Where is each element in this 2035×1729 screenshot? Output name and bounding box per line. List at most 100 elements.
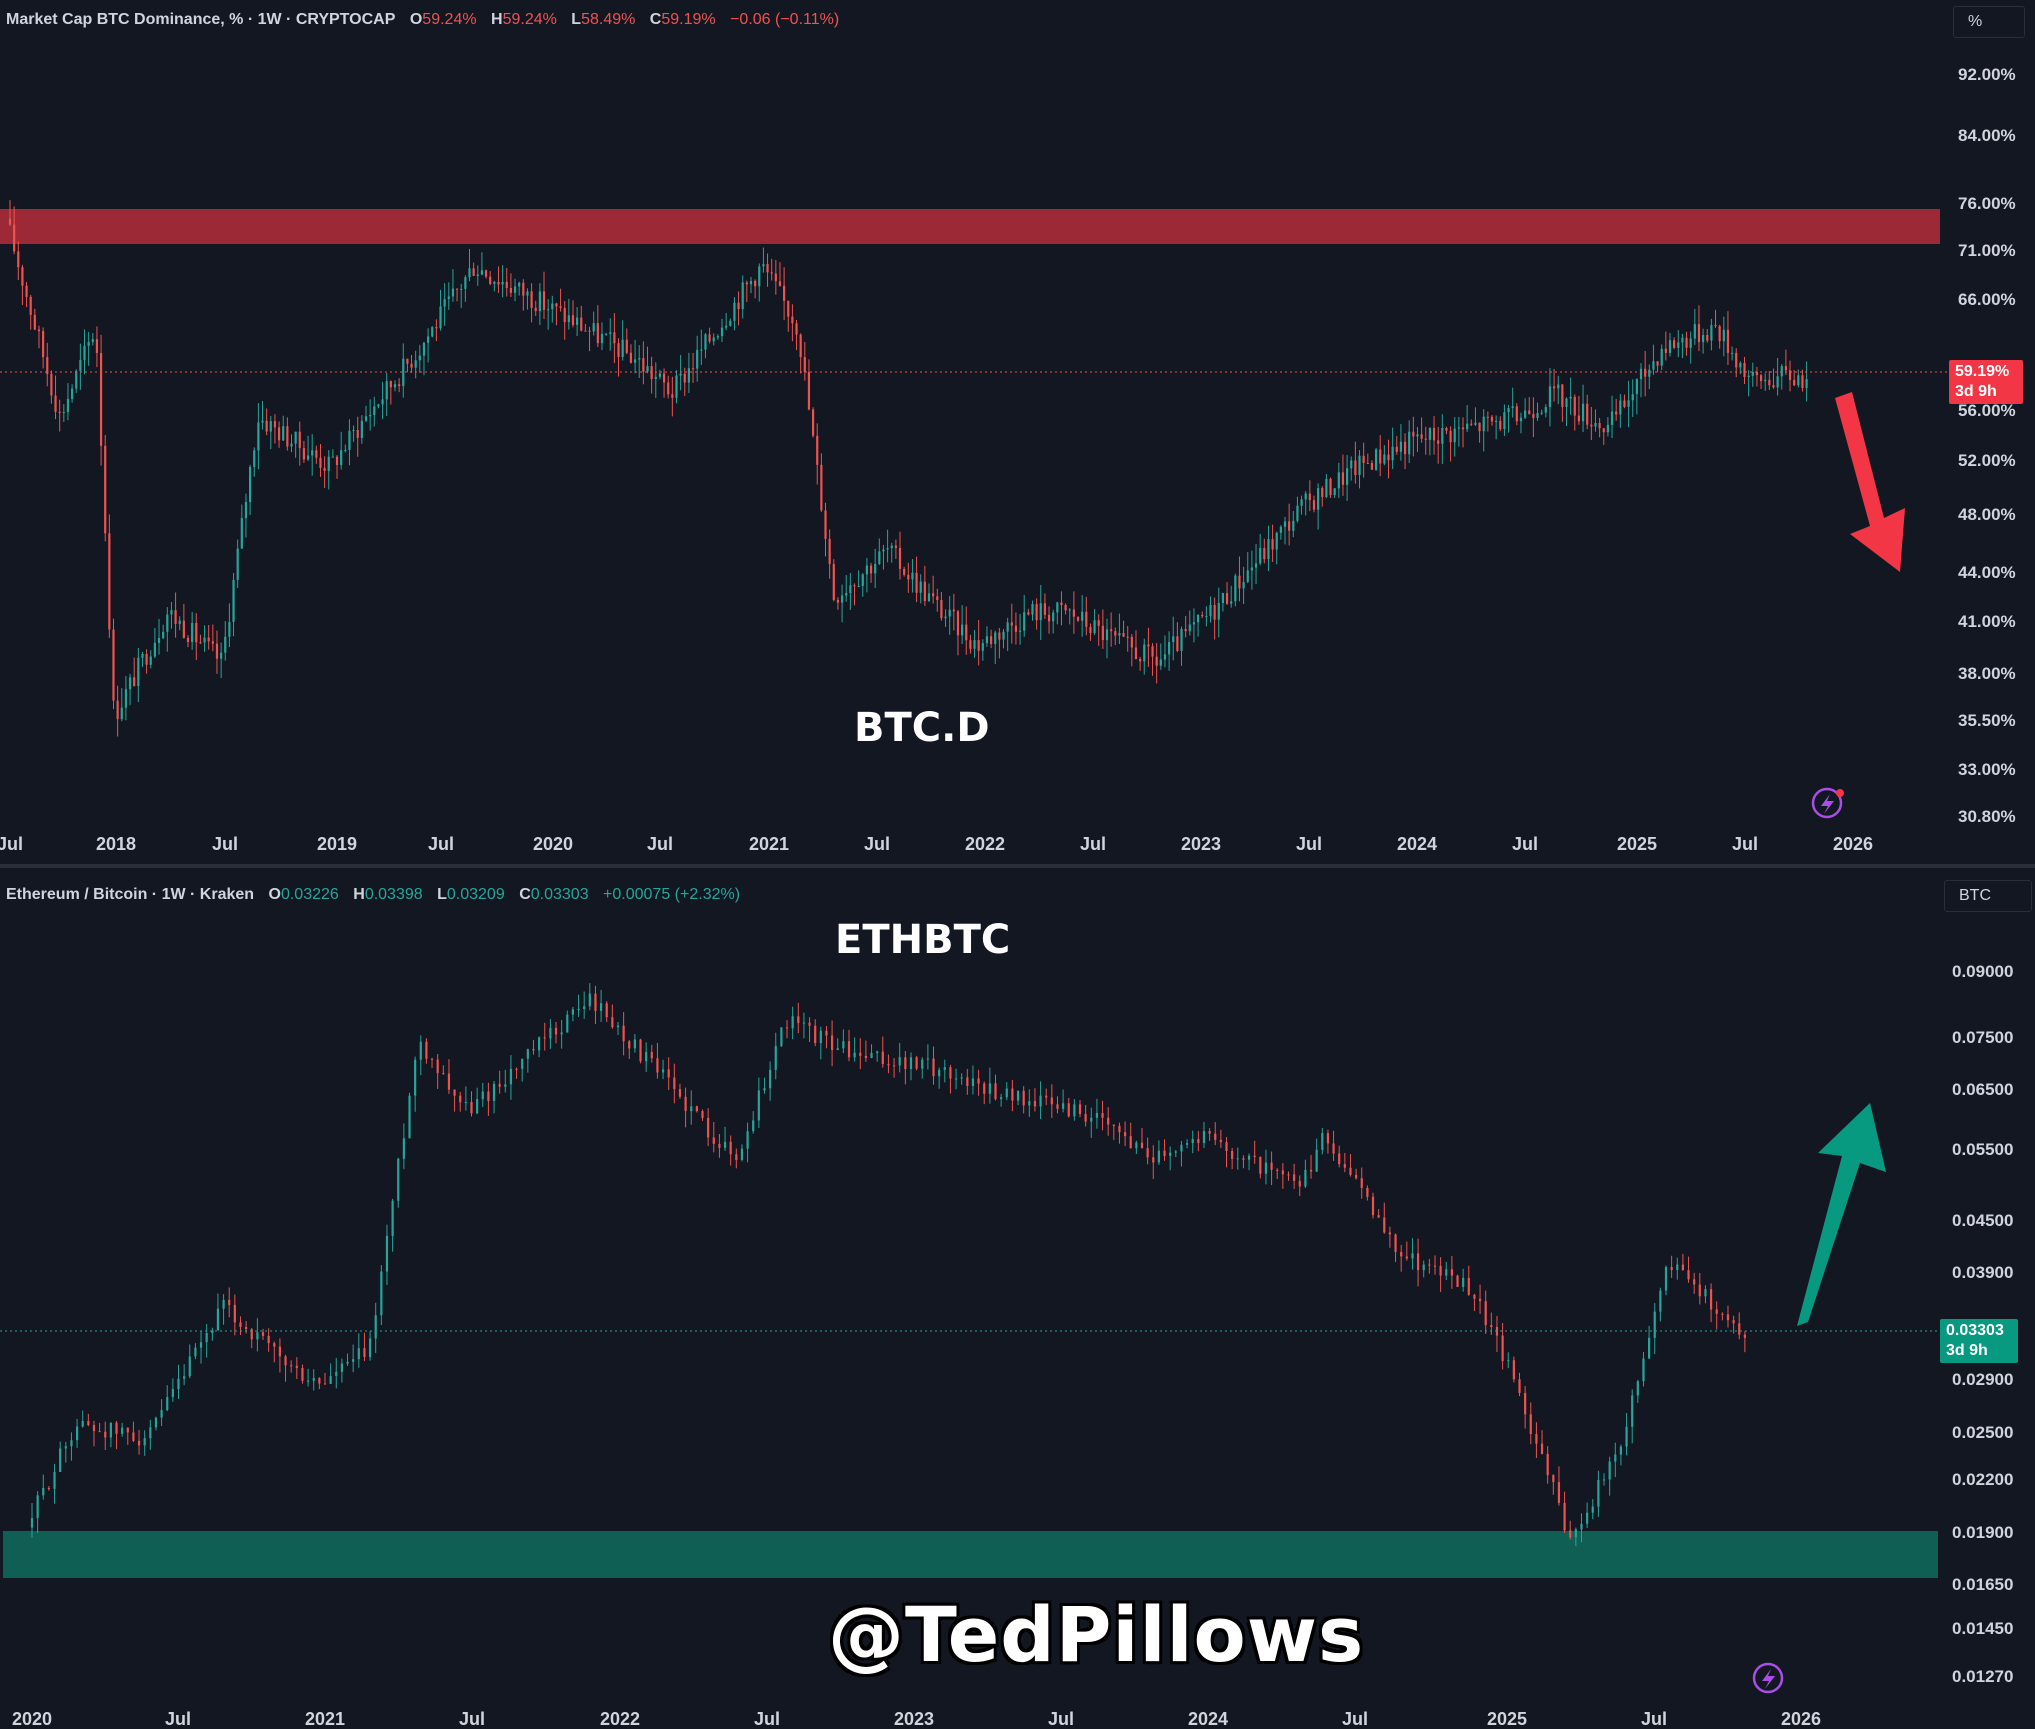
eth-x-tick: 2026 — [1781, 1709, 1821, 1729]
btc-candle-body — [489, 276, 492, 284]
btc-candle-body — [890, 545, 893, 549]
eth-candle-body — [1202, 1130, 1206, 1144]
eth-candle-body — [1028, 1101, 1031, 1106]
btc-candle-body — [186, 637, 190, 642]
eth-candle-body — [1360, 1178, 1363, 1188]
btc-candle-body — [989, 636, 993, 644]
btc-candle-body — [973, 640, 976, 649]
eth-candle-body — [1670, 1266, 1673, 1270]
btc-candle-body — [1043, 603, 1047, 615]
eth-x-axis[interactable]: 2020 Jul 2021 Jul 2022 Jul 2023 Jul 2024 Jul 2025 J… — [12, 1709, 1821, 1729]
btc-candle-body — [1118, 632, 1121, 636]
eth-candle-body — [36, 1495, 39, 1519]
btc-candle-body — [269, 421, 272, 432]
eth-x-tick: 2025 — [1487, 1709, 1527, 1729]
btc-candle-body — [1747, 375, 1750, 377]
btc-candle-body — [791, 316, 794, 324]
eth-y-tick: 0.02900 — [1952, 1370, 2013, 1389]
btc-candle-body — [21, 267, 24, 286]
btc-change-value: −0.06 (−0.11%) — [730, 11, 840, 28]
eth-candle-body — [1247, 1155, 1251, 1160]
btc-candle-body — [1234, 575, 1237, 602]
btc-candle-body — [1271, 539, 1274, 550]
eth-candle-body — [1546, 1453, 1549, 1476]
btc-unit-button[interactable]: % — [1953, 6, 2025, 38]
eth-candle-body — [988, 1083, 991, 1094]
btc-candle-body — [493, 281, 496, 284]
eth-y-axis[interactable]: 0.09000 0.07500 0.06500 0.05500 0.04500 0.039… — [1952, 962, 2013, 1686]
eth-candle-body — [1123, 1132, 1127, 1137]
btc-candle-body — [836, 599, 840, 603]
btc-candle-body — [95, 339, 99, 354]
eth-unit-button[interactable]: BTC — [1944, 880, 2032, 912]
btc-candle-body — [729, 320, 732, 326]
eth-candle-body — [577, 1008, 580, 1010]
eth-candle-body — [408, 1095, 411, 1139]
btc-candle-body — [1772, 385, 1775, 388]
eth-candle-body — [1214, 1133, 1217, 1140]
eth-candle-body — [859, 1052, 862, 1056]
btc-x-axis[interactable]: Jul 2018 Jul 2019 Jul 2020 Jul 2021 Jul 2022 Jul 20… — [0, 834, 1873, 854]
btc-candle-body — [1408, 431, 1411, 455]
btc-candle-body — [66, 398, 70, 413]
eth-candle-body — [994, 1083, 997, 1100]
btc-candle-body — [149, 656, 152, 665]
btc-candle-body — [1528, 410, 1531, 414]
btc-candle-body — [75, 370, 78, 389]
btc-y-tick: 76.00% — [1958, 194, 2016, 213]
btc-candle-body — [629, 352, 633, 363]
btc-candle-body — [1093, 620, 1096, 634]
btc-candle-body — [199, 642, 202, 644]
btc-candle-body — [1246, 570, 1249, 583]
watermark-handle: @TedPillows — [828, 1590, 1365, 1679]
eth-candle-body — [1056, 1104, 1059, 1109]
eth-candle-body — [239, 1322, 242, 1327]
eth-candle-body — [121, 1427, 124, 1434]
eth-candle-body — [453, 1089, 456, 1096]
eth-candle-body — [583, 1006, 586, 1009]
eth-candle-body — [1067, 1103, 1070, 1117]
btc-candle-body — [1250, 567, 1253, 571]
eth-candle-body — [1614, 1454, 1617, 1462]
eth-candle-body — [498, 1083, 501, 1087]
btc-candle-body — [410, 363, 413, 368]
btc-candle-body — [1296, 505, 1299, 521]
eth-symbol-label[interactable]: Ethereum / Bitcoin · 1W · Kraken — [6, 886, 255, 903]
btc-x-tick: Jul — [1080, 834, 1106, 854]
btc-candle-body — [1337, 472, 1340, 489]
btc-candle-body — [1557, 384, 1560, 389]
btc-candle-body — [1702, 335, 1705, 343]
btc-candle-body — [741, 282, 744, 310]
btc-candle-body — [87, 342, 90, 346]
btc-y-axis[interactable]: 92.00% 84.00% 76.00% 71.00% 66.00% 56.00% 52.0… — [1958, 65, 2016, 826]
eth-candle-body — [830, 1035, 834, 1050]
btc-candle-body — [360, 420, 363, 438]
eth-candle-body — [887, 1064, 890, 1066]
btc-candle-body — [1105, 629, 1109, 641]
lightning-icon[interactable] — [1752, 1662, 1784, 1694]
btc-candle-body — [497, 281, 500, 285]
btc-candle-body — [646, 366, 649, 372]
btc-candle-body — [232, 579, 235, 622]
btc-candle-body — [1275, 532, 1278, 550]
btc-candle-body — [940, 599, 943, 619]
eth-candle-body — [1704, 1289, 1707, 1297]
btc-candle-body — [513, 286, 517, 293]
eth-candle-body — [1005, 1088, 1008, 1098]
eth-candle-body — [329, 1376, 332, 1384]
eth-candle-body — [476, 1099, 479, 1114]
btc-candle-body — [133, 677, 136, 686]
eth-candle-body — [1693, 1279, 1696, 1285]
eth-low-label: L — [437, 886, 447, 903]
lightning-icon[interactable] — [1811, 787, 1844, 819]
eth-candle-body — [115, 1422, 118, 1434]
eth-candle-body — [1174, 1151, 1177, 1153]
btc-candle-body — [207, 637, 210, 642]
btc-candle-body — [1101, 625, 1104, 641]
eth-y-tick: 0.01650 — [1952, 1575, 2013, 1594]
eth-candle-body — [1050, 1097, 1053, 1105]
btc-symbol-label[interactable]: Market Cap BTC Dominance, % · 1W · CRYPT… — [6, 11, 396, 28]
eth-candle-body — [881, 1051, 884, 1065]
btc-candle-body — [671, 394, 674, 398]
